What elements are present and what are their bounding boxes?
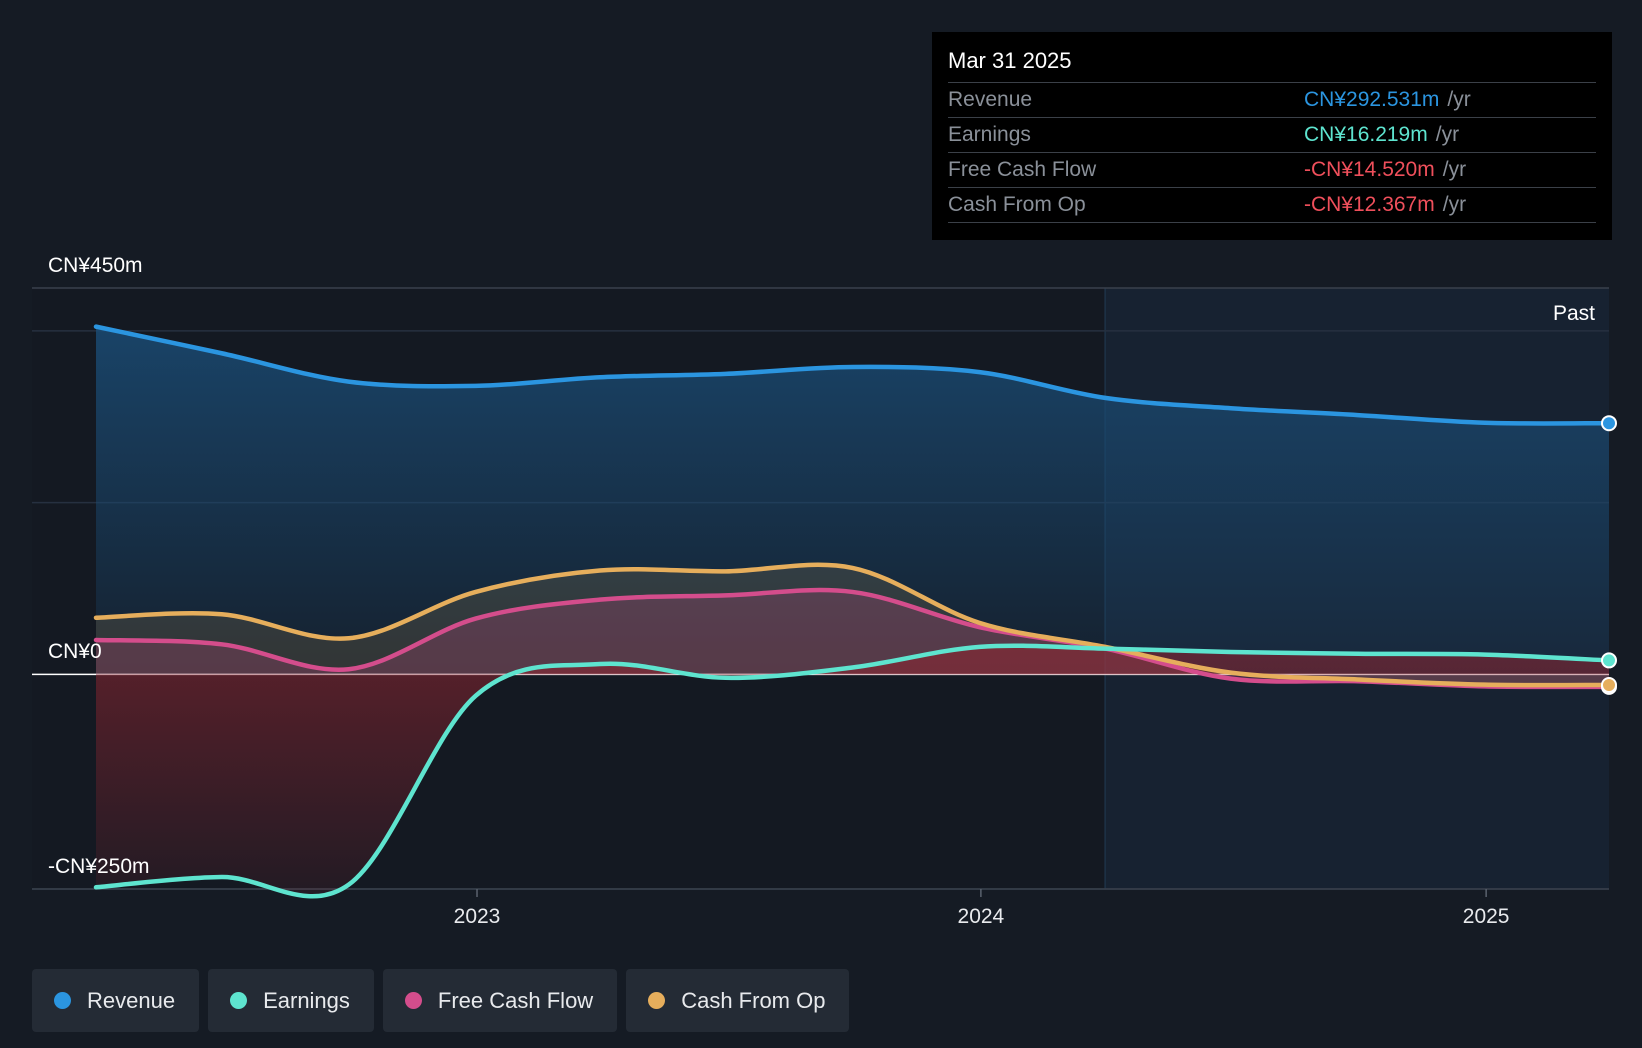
tooltip-value: CN¥292.531m bbox=[1304, 88, 1440, 111]
legend-label: Free Cash Flow bbox=[437, 987, 594, 1013]
cash-from-op-area bbox=[96, 564, 1609, 686]
legend-item-cash-from-op[interactable]: Cash From Op bbox=[626, 969, 850, 1032]
earnings-line bbox=[93, 643, 1612, 899]
legend-label: Earnings bbox=[263, 987, 350, 1013]
x-tick-label: 2024 bbox=[958, 905, 1005, 928]
tooltip-unit: /yr bbox=[1442, 158, 1467, 181]
revenue-line bbox=[93, 324, 1612, 426]
tooltip-unit: /yr bbox=[1447, 88, 1471, 111]
tooltip-label: Earnings bbox=[948, 123, 1031, 146]
tooltip-value: CN¥16.219m bbox=[1304, 123, 1428, 146]
legend-item-free-cash-flow[interactable]: Free Cash Flow bbox=[382, 969, 618, 1032]
tooltip-label: Cash From Op bbox=[948, 193, 1086, 216]
tooltip-label: Free Cash Flow bbox=[948, 158, 1097, 181]
cash-from-op-line bbox=[93, 562, 1612, 688]
tooltip-row-earnings: Earnings CN¥16.219m /yr bbox=[948, 117, 1596, 152]
y-top-label: CN¥450m bbox=[48, 254, 143, 277]
cash-from-op-endpoint[interactable] bbox=[1601, 676, 1617, 693]
x-tick-label: 2023 bbox=[454, 905, 501, 928]
y-zero-label: CN¥0 bbox=[48, 640, 102, 663]
y-bottom-label: -CN¥250m bbox=[48, 855, 150, 878]
legend-item-revenue[interactable]: Revenue bbox=[32, 969, 200, 1032]
revenue-area bbox=[96, 326, 1609, 675]
tooltip-value: -CN¥14.520m bbox=[1304, 158, 1435, 181]
tooltip-row-revenue: Revenue CN¥292.531m /yr bbox=[948, 82, 1596, 117]
tooltip-unit: /yr bbox=[1435, 123, 1460, 146]
legend-label: Cash From Op bbox=[681, 987, 826, 1013]
tooltip-row-cash-from-op: Cash From Op -CN¥12.367m /yr bbox=[948, 187, 1596, 223]
legend-dot-icon bbox=[54, 992, 71, 1009]
legend-dot-icon bbox=[230, 992, 248, 1009]
legend: Revenue Earnings Free Cash Flow Cash Fro… bbox=[32, 969, 850, 1032]
revenue-endpoint[interactable] bbox=[1601, 415, 1617, 432]
legend-dot-icon bbox=[648, 992, 666, 1009]
x-tick-label: 2025 bbox=[1463, 905, 1510, 928]
tooltip-unit: /yr bbox=[1442, 193, 1467, 216]
free-cash-flow-area bbox=[96, 590, 1609, 687]
tooltip-row-free-cash-flow: Free Cash Flow -CN¥14.520m /yr bbox=[948, 152, 1596, 187]
tooltip-label: Revenue bbox=[948, 88, 1033, 111]
legend-label: Revenue bbox=[87, 987, 176, 1013]
tooltip: Mar 31 2025 Revenue CN¥292.531m /yr Earn… bbox=[932, 32, 1612, 240]
legend-item-earnings[interactable]: Earnings bbox=[208, 969, 374, 1032]
tooltip-value: -CN¥12.367m bbox=[1304, 193, 1435, 216]
past-label: Past bbox=[1553, 302, 1595, 325]
earnings-endpoint[interactable] bbox=[1601, 652, 1617, 669]
legend-dot-icon bbox=[404, 992, 422, 1009]
earnings-negative-area bbox=[96, 645, 1609, 897]
tooltip-date: Mar 31 2025 bbox=[948, 48, 1072, 73]
